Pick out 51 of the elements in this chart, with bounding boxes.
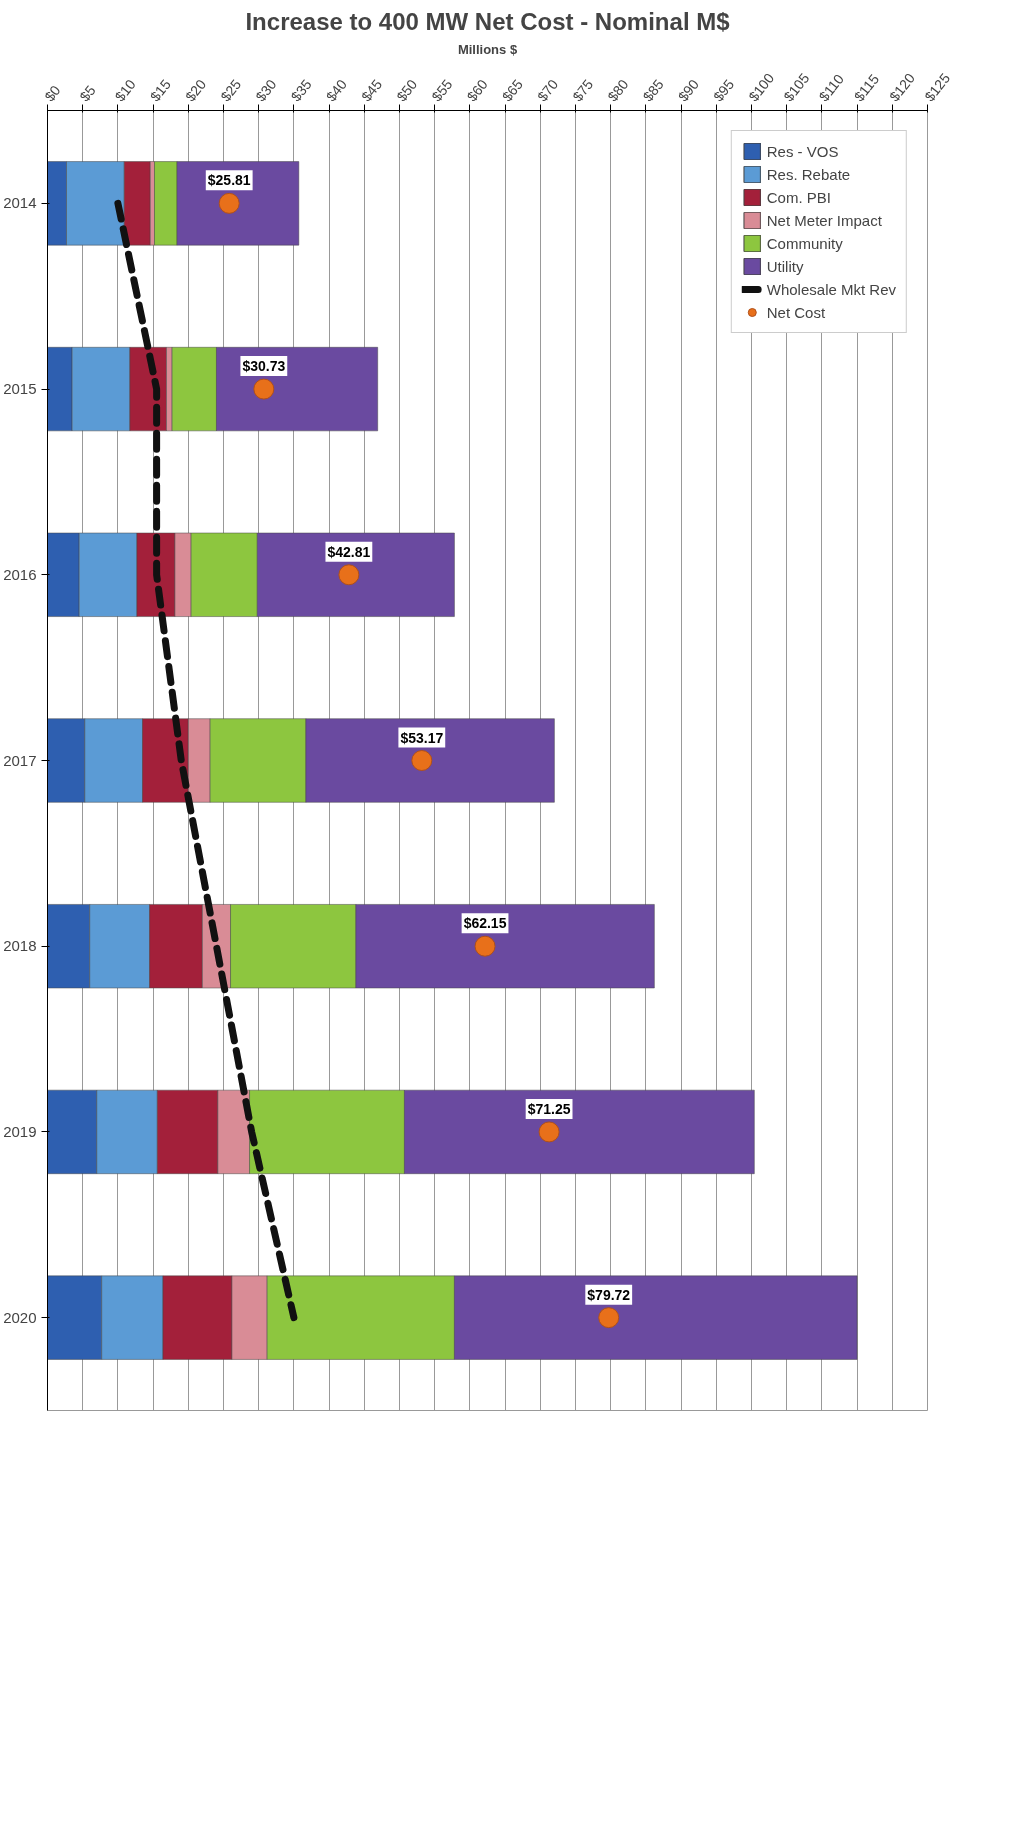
data-label: $71.25 — [527, 1100, 571, 1117]
x-tick-label: $5 — [76, 82, 99, 105]
data-label: $25.81 — [207, 172, 251, 189]
x-tick-label: $55 — [428, 76, 456, 105]
data-label: $62.15 — [463, 915, 507, 932]
x-tick-label: $90 — [674, 76, 703, 105]
x-tick-label: $70 — [534, 76, 562, 105]
data-label: $79.72 — [587, 1286, 631, 1303]
x-tick-label: $0 — [41, 82, 64, 105]
x-tick-label: $80 — [604, 76, 632, 105]
data-label: $30.73 — [242, 358, 286, 375]
y-tick-label: 2018 — [3, 937, 37, 955]
legend-label: Wholesale Mkt Rev — [766, 280, 896, 298]
x-tick-label: $40 — [322, 76, 351, 105]
legend-label: Res - VOS — [766, 142, 839, 160]
x-tick-label: $20 — [182, 76, 210, 105]
point — [538, 1121, 560, 1143]
x-tick-label: $35 — [287, 76, 315, 105]
point — [598, 1307, 620, 1329]
x-tick-label: $25 — [217, 76, 245, 105]
x-tick-label: $65 — [498, 76, 527, 105]
x-tick-label: $85 — [639, 76, 667, 105]
legend-label: Utility — [766, 257, 804, 275]
data-label: $53.17 — [400, 729, 444, 746]
x-tick-label: $10 — [111, 76, 139, 105]
y-tick-label: 2020 — [3, 1308, 37, 1326]
x-tick-label: $15 — [146, 76, 175, 105]
legend-label: Net Cost — [766, 303, 826, 321]
point — [218, 192, 240, 214]
x-tick-label: $50 — [393, 76, 421, 105]
point — [411, 750, 433, 771]
data-label: $42.81 — [327, 543, 371, 560]
point — [474, 935, 496, 957]
legend-label: Net Meter Impact — [766, 211, 882, 229]
point — [338, 564, 360, 586]
point — [253, 378, 275, 400]
y-tick-label: 2016 — [3, 565, 37, 583]
x-tick-label: $95 — [710, 76, 738, 105]
y-tick-label: 2017 — [3, 751, 37, 769]
legend-label: Res. Rebate — [766, 165, 851, 183]
x-tick-label: $30 — [252, 76, 280, 105]
x-axis-title: Millions $ — [457, 42, 518, 58]
y-tick-label: 2014 — [3, 194, 37, 212]
y-tick-label: 2015 — [3, 380, 37, 398]
legend-label: Com. PBI — [766, 188, 831, 206]
chart-title: Increase to 400 MW Net Cost - Nominal M$ — [245, 7, 731, 35]
x-tick-label: $60 — [463, 76, 491, 105]
x-tick-label: $45 — [358, 76, 386, 105]
y-tick-label: 2019 — [3, 1122, 37, 1140]
x-tick-label: $75 — [569, 76, 597, 105]
legend-label: Community — [766, 234, 843, 252]
